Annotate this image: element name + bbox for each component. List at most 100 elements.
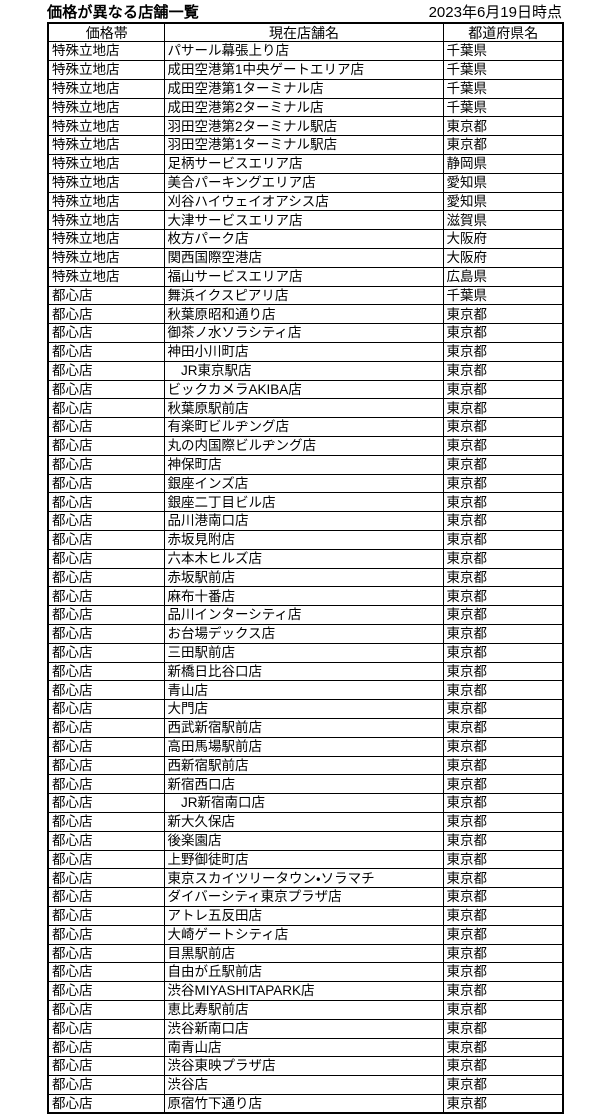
prefecture-cell: 東京都 [442, 1075, 564, 1095]
table-row: 都心店 青山店 東京都 [47, 680, 564, 701]
prefecture-cell: 千葉県 [442, 285, 564, 306]
store-name-cell: 渋谷新南口店 [163, 1018, 444, 1039]
table-row: 都心店 JR新宿南口店 東京都 [47, 793, 564, 813]
prefecture-cell: 東京都 [442, 924, 564, 945]
store-name-cell: 美合パーキングエリア店 [163, 172, 444, 193]
table-row: 特殊立地店 美合パーキングエリア店 愛知県 [47, 172, 564, 193]
date-label: 2023年6月19日時点 [428, 3, 562, 21]
table-row: 都心店 西新宿駅前店 東京都 [47, 755, 564, 776]
store-name-cell: 枚方パーク店 [163, 229, 444, 250]
store-name-cell: 六本木ヒルズ店 [163, 548, 444, 569]
prefecture-cell: 東京都 [442, 605, 564, 625]
store-name-cell: 品川インターシティ店 [163, 605, 444, 625]
prefecture-cell: 東京都 [442, 699, 564, 719]
table-row: 特殊立地店 羽田空港第1ターミナル駅店 東京都 [47, 135, 564, 156]
store-name-cell: 品川港南口店 [163, 511, 444, 532]
price-tier-cell: 都心店 [47, 793, 165, 813]
table-row: 都心店 神田小川町店 東京都 [47, 342, 564, 362]
price-tier-cell: 特殊立地店 [47, 135, 165, 156]
store-name-cell: 刈谷ハイウェイオアシス店 [163, 191, 444, 212]
store-name-cell: 羽田空港第1ターミナル駅店 [163, 135, 444, 156]
table-row: 都心店 恵比寿駅前店 東京都 [47, 999, 564, 1020]
table-row: 特殊立地店 成田空港第1中央ゲートエリア店 千葉県 [47, 60, 564, 80]
prefecture-cell: 千葉県 [442, 41, 564, 62]
table-row: 都心店 丸の内国際ビルヂング店 東京都 [47, 436, 564, 456]
price-tier-cell: 都心店 [47, 1056, 165, 1077]
store-name-cell: 西武新宿駅前店 [163, 717, 444, 738]
store-name-cell: 銀座二丁目ビル店 [163, 492, 444, 513]
table-row: 都心店 JR東京駅店 東京都 [47, 360, 564, 381]
prefecture-cell: 東京都 [442, 962, 564, 983]
price-tier-cell: 都心店 [47, 323, 165, 344]
price-tier-cell: 特殊立地店 [47, 154, 165, 174]
table-row: 都心店 渋谷東映プラザ店 東京都 [47, 1056, 564, 1077]
prefecture-cell: 広島県 [442, 266, 564, 287]
store-name-cell: 三田駅前店 [163, 642, 444, 663]
prefecture-cell: 東京都 [442, 755, 564, 776]
price-tier-cell: 都心店 [47, 548, 165, 569]
store-name-cell: パサール幕張上り店 [163, 41, 444, 62]
table-row: 特殊立地店 成田空港第1ターミナル店 千葉県 [47, 78, 564, 99]
prefecture-cell: 千葉県 [442, 97, 564, 118]
store-name-cell: 関西国際空港店 [163, 248, 444, 268]
price-tier-cell: 特殊立地店 [47, 266, 165, 287]
price-tier-cell: 都心店 [47, 736, 165, 757]
table-row: 都心店 アトレ五反田店 東京都 [47, 905, 564, 926]
table-row: 都心店 品川港南口店 東京都 [47, 511, 564, 532]
store-name-cell: 丸の内国際ビルヂング店 [163, 436, 444, 456]
prefecture-cell: 東京都 [442, 793, 564, 813]
col-header-store-name: 現在店舗名 [163, 22, 444, 43]
price-tier-cell: 特殊立地店 [47, 60, 165, 80]
price-tier-cell: 都心店 [47, 999, 165, 1020]
store-name-cell: アトレ五反田店 [163, 905, 444, 926]
store-name-cell: 秋葉原駅前店 [163, 398, 444, 419]
prefecture-cell: 東京都 [442, 849, 564, 870]
price-tier-cell: 都心店 [47, 981, 165, 1001]
store-name-cell: 神田小川町店 [163, 342, 444, 362]
prefecture-cell: 東京都 [442, 323, 564, 344]
store-name-cell: 秋葉原昭和通り店 [163, 304, 444, 325]
table-row: 特殊立地店 大津サービスエリア店 滋賀県 [47, 210, 564, 231]
table-row: 特殊立地店 成田空港第2ターミナル店 千葉県 [47, 97, 564, 118]
price-tier-cell: 都心店 [47, 811, 165, 832]
store-name-cell: 舞浜イクスピアリ店 [163, 285, 444, 306]
table-row: 都心店 大崎ゲートシティ店 東京都 [47, 924, 564, 945]
prefecture-cell: 東京都 [442, 811, 564, 832]
price-tier-cell: 都心店 [47, 717, 165, 738]
prefecture-cell: 東京都 [442, 1093, 564, 1114]
price-tier-cell: 特殊立地店 [47, 97, 165, 118]
store-name-cell: 銀座インズ店 [163, 473, 444, 494]
table-row: 都心店 大門店 東京都 [47, 699, 564, 719]
table-row: 都心店 新大久保店 東京都 [47, 811, 564, 832]
store-table: 価格帯 現在店舗名 都道府県名 特殊立地店 パサール幕張上り店 千葉県 特殊立地店 成田… [47, 22, 564, 1115]
store-name-cell: 赤坂見附店 [163, 530, 444, 550]
prefecture-cell: 愛知県 [442, 191, 564, 212]
store-name-cell: 福山サービスエリア店 [163, 266, 444, 287]
prefecture-cell: 東京都 [442, 304, 564, 325]
price-tier-cell: 都心店 [47, 285, 165, 306]
header-row: 価格帯 現在店舗名 都道府県名 [47, 22, 564, 43]
price-tier-cell: 都心店 [47, 661, 165, 682]
store-name-cell: JR東京駅店 [163, 360, 444, 381]
table-row: 都心店 原宿竹下通り店 東京都 [47, 1093, 564, 1114]
table-row: 都心店 銀座二丁目ビル店 東京都 [47, 492, 564, 513]
table-row: 都心店 新宿西口店 東京都 [47, 774, 564, 795]
price-tier-cell: 特殊立地店 [47, 248, 165, 268]
prefecture-cell: 東京都 [442, 717, 564, 738]
prefecture-cell: 東京都 [442, 661, 564, 682]
price-tier-cell: 特殊立地店 [47, 78, 165, 99]
table-row: 特殊立地店 関西国際空港店 大阪府 [47, 248, 564, 268]
price-tier-cell: 都心店 [47, 492, 165, 513]
price-tier-cell: 都心店 [47, 586, 165, 607]
price-tier-cell: 都心店 [47, 962, 165, 983]
store-name-cell: 羽田空港第2ターミナル駅店 [163, 116, 444, 137]
price-tier-cell: 特殊立地店 [47, 41, 165, 62]
price-tier-cell: 都心店 [47, 398, 165, 419]
prefecture-cell: 滋賀県 [442, 210, 564, 231]
table-row: 特殊立地店 枚方パーク店 大阪府 [47, 229, 564, 250]
table-row: 都心店 渋谷店 東京都 [47, 1075, 564, 1095]
prefecture-cell: 大阪府 [442, 248, 564, 268]
prefecture-cell: 東京都 [442, 736, 564, 757]
table-row: 特殊立地店 パサール幕張上り店 千葉県 [47, 41, 564, 62]
